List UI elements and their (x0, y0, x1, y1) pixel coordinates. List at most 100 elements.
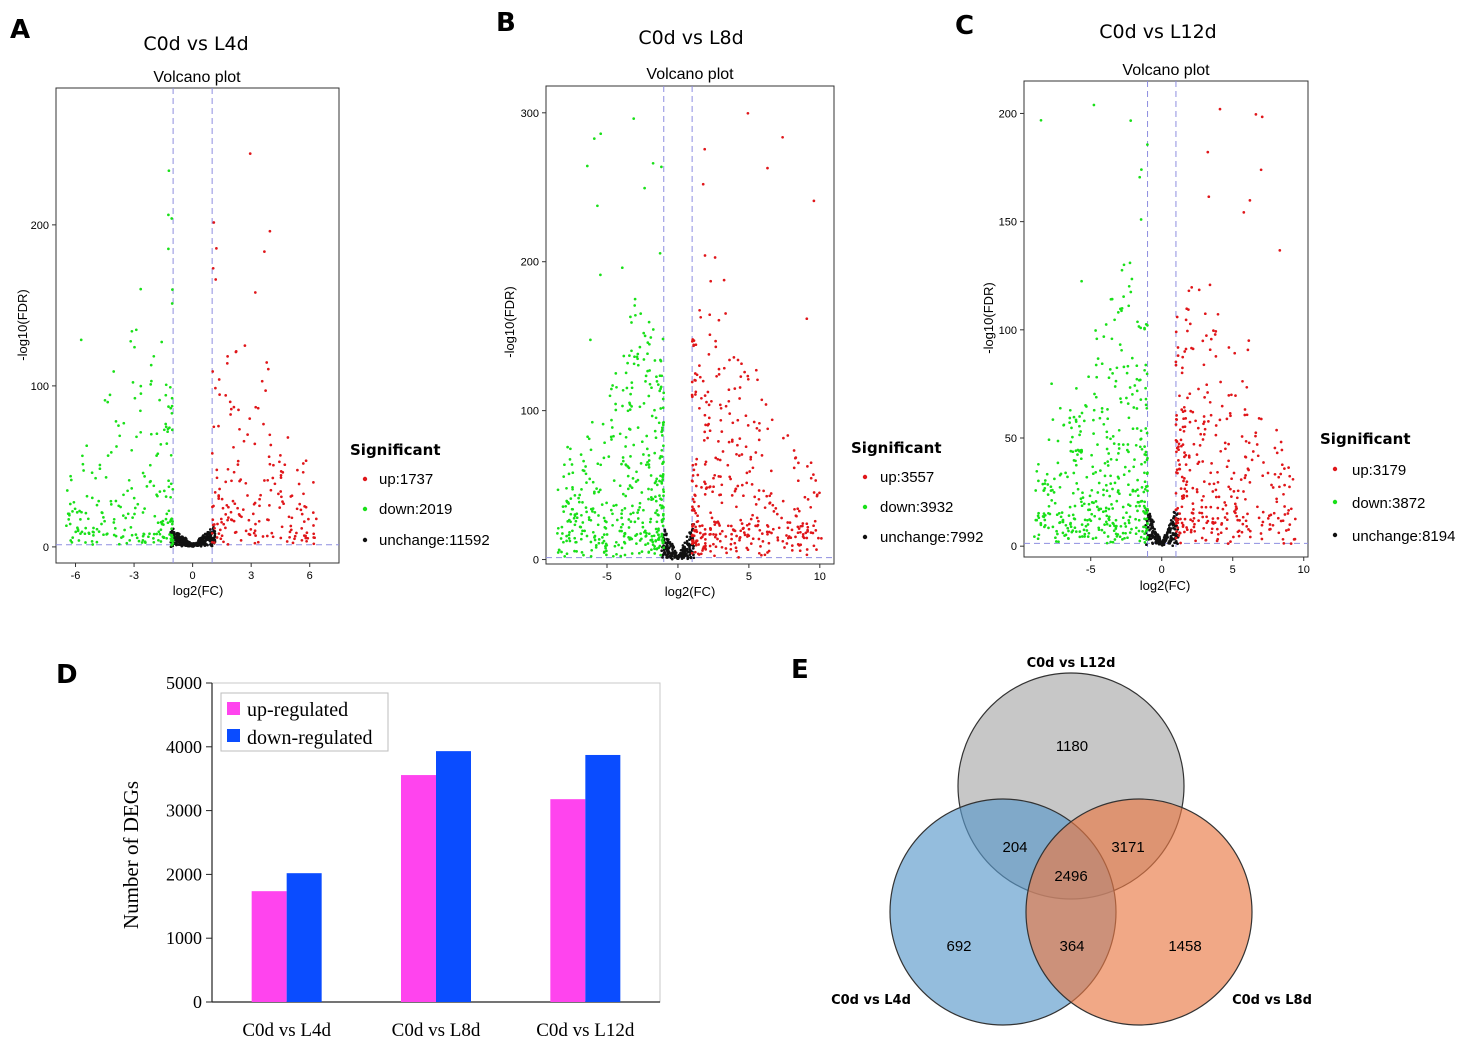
panel-b-points (556, 111, 823, 561)
volcano-point-down (1145, 517, 1149, 521)
panel-c-legend-title: Significant (1320, 430, 1410, 448)
volcano-point-down (1066, 526, 1070, 530)
volcano-point-up (1181, 355, 1185, 359)
volcano-point-down (1097, 508, 1101, 512)
volcano-point-down (654, 499, 658, 503)
volcano-point-up (699, 315, 703, 319)
panel-a-ytick-label: 200 (31, 220, 49, 232)
volcano-point-up (692, 344, 695, 348)
volcano-point-up (1236, 489, 1240, 493)
volcano-point-down (1084, 524, 1088, 528)
volcano-point-down (582, 469, 586, 473)
volcano-point-down (82, 469, 85, 472)
panel-b-title: C0d vs L8d (638, 27, 743, 49)
volcano-point-up (796, 543, 800, 546)
panel-d-category-label: C0d vs L8d (392, 1020, 481, 1041)
volcano-point-down (1121, 516, 1125, 520)
volcano-point-unchange (663, 528, 667, 532)
volcano-point-down (605, 549, 608, 553)
volcano-point-up (1284, 529, 1288, 532)
volcano-point-up (1174, 522, 1178, 525)
volcano-point-up (742, 526, 745, 530)
volcano-point-down (556, 551, 560, 554)
volcano-point-down (626, 409, 630, 413)
volcano-point-up (801, 522, 805, 525)
volcano-point-down (637, 508, 640, 512)
volcano-point-up (1182, 479, 1185, 483)
volcano-point-up (707, 403, 711, 407)
volcano-point-down (617, 543, 620, 547)
volcano-point-up (786, 521, 790, 524)
volcano-point-down (622, 534, 626, 538)
volcano-point-down (1102, 488, 1105, 492)
volcano-point-up (1255, 443, 1259, 446)
volcano-point-down (653, 545, 656, 548)
volcano-point-down (1068, 408, 1072, 412)
volcano-point-down (1128, 515, 1132, 519)
volcano-point-down (580, 513, 583, 517)
volcano-point-up (289, 524, 293, 528)
volcano-point-down (628, 408, 632, 411)
volcano-point-up (218, 528, 222, 532)
volcano-point-up (1195, 453, 1199, 456)
volcano-point-down (627, 526, 631, 529)
volcano-point-down (1073, 504, 1077, 508)
volcano-point-up (1219, 380, 1222, 384)
volcano-point-down (1100, 410, 1104, 414)
volcano-point-down (1140, 486, 1144, 489)
volcano-point-down (83, 532, 87, 536)
volcano-point-down (1145, 431, 1149, 435)
volcano-point-up (706, 390, 710, 394)
volcano-point-down (1074, 463, 1078, 467)
volcano-point-down (1115, 499, 1119, 503)
volcano-point-down (167, 485, 171, 489)
volcano-point-up (727, 440, 731, 444)
volcano-point-up (218, 487, 221, 491)
volcano-point-up (1245, 385, 1249, 389)
volcano-point-down (104, 476, 108, 479)
volcano-point-unchange (671, 545, 675, 549)
volcano-point-up (1183, 455, 1186, 459)
volcano-point-down (570, 463, 574, 466)
volcano-point-up (1230, 495, 1233, 498)
volcano-point-down (1106, 460, 1110, 463)
volcano-point-down (162, 536, 166, 539)
volcano-point-up (722, 366, 726, 370)
volcano-point-down (597, 514, 600, 517)
volcano-point-down (100, 511, 104, 515)
volcano-point-down (125, 541, 129, 545)
volcano-point-up (269, 443, 273, 447)
volcano-point-up (691, 474, 695, 477)
volcano-point-down (1074, 530, 1078, 533)
bar-up-regulated (401, 775, 436, 1002)
volcano-point-up (1175, 468, 1179, 472)
volcano-point-up (801, 524, 804, 528)
volcano-point-up (285, 540, 289, 543)
volcano-point-down (1058, 485, 1062, 489)
volcano-point-down (660, 426, 664, 430)
volcano-point-up (279, 454, 282, 457)
volcano-point-down (653, 451, 657, 455)
panel-d-category-labels: C0d vs L4d C0d vs L8d C0d vs L12d (242, 1020, 635, 1041)
volcano-point-up (279, 476, 283, 479)
volcano-point-down (1099, 469, 1102, 472)
volcano-point-up (736, 443, 739, 447)
panel-b-ytick-label: 200 (521, 257, 539, 269)
volcano-point-up (797, 527, 801, 530)
volcano-point-up (239, 539, 243, 542)
volcano-point-down (161, 519, 165, 523)
volcano-point-up (694, 543, 698, 547)
volcano-point-up (1225, 512, 1229, 515)
volcano-point-up (224, 513, 228, 516)
volcano-point-up (715, 374, 718, 378)
volcano-point-up (730, 494, 734, 497)
volcano-point-down (170, 527, 173, 531)
panel-d-ytick-label: 0 (193, 992, 202, 1012)
volcano-point-down (1090, 512, 1094, 516)
volcano-point-down (1043, 479, 1047, 482)
volcano-point-down (1095, 505, 1099, 509)
volcano-point-down (1142, 525, 1145, 529)
volcano-point-down (1145, 458, 1149, 462)
panel-b-xtick-label: 5 (746, 571, 752, 583)
